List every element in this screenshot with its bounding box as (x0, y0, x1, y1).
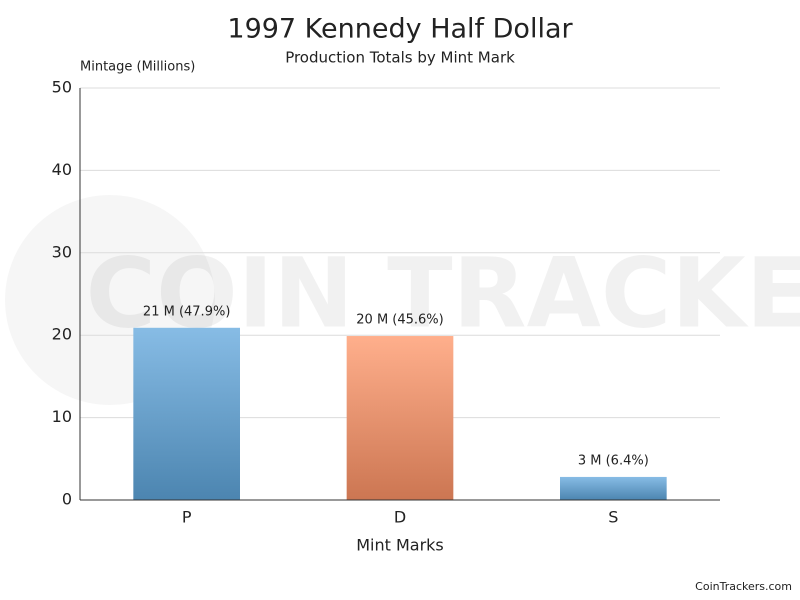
y-tick-label: 40 (52, 160, 72, 179)
y-tick-label: 10 (52, 407, 72, 426)
x-tick-label: S (608, 508, 618, 527)
data-label: 20 M (45.6%) (356, 313, 443, 328)
y-tick-label: 0 (62, 490, 72, 509)
bar (133, 327, 240, 500)
chart-subtitle: Production Totals by Mint Mark (285, 49, 515, 67)
x-axis-label: Mint Marks (356, 536, 444, 555)
data-label: 3 M (6.4%) (578, 453, 649, 468)
y-tick-label: 50 (52, 78, 72, 97)
y-tick-label: 20 (52, 325, 72, 344)
y-axis-label: Mintage (Millions) (80, 60, 195, 75)
chart-title: 1997 Kennedy Half Dollar (227, 14, 573, 45)
data-label: 21 M (47.9%) (143, 304, 230, 319)
x-tick-label: D (394, 508, 406, 527)
bar (346, 336, 454, 500)
footer: CoinTrackers.com (695, 580, 792, 593)
x-tick-label: P (182, 508, 192, 527)
y-tick-label: 30 (52, 242, 72, 261)
bar (560, 476, 667, 500)
